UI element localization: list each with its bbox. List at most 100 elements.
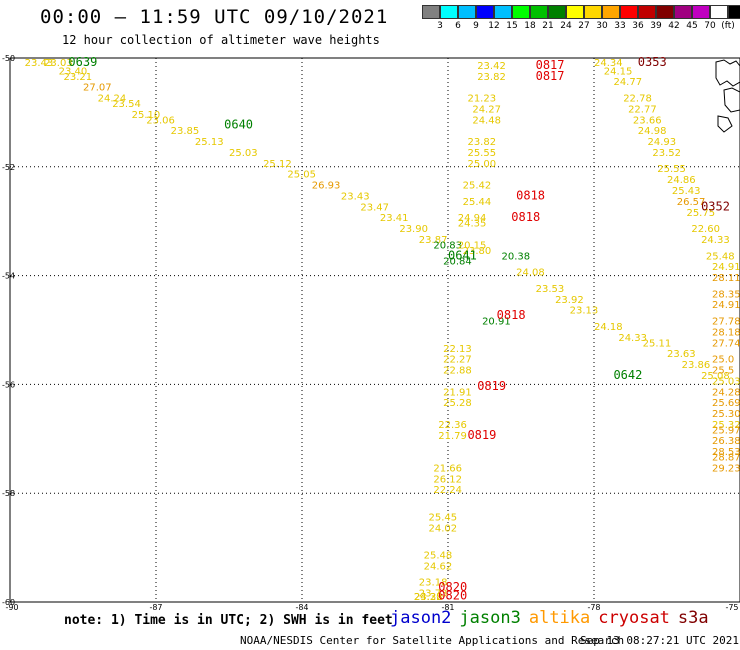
wave-height-label: 21.79 [438, 431, 467, 442]
wave-height-label: 20.84 [443, 257, 472, 268]
wave-height-label: 23.66 [633, 115, 662, 126]
pass-time-label: 0819 [467, 428, 496, 442]
colorbar-label: 24 [560, 21, 572, 31]
colorbar-swatch [494, 5, 512, 19]
pass-time-label: 0817 [536, 58, 565, 72]
wave-height-label: 26.38 [712, 436, 740, 447]
pass-time-label: 0640 [224, 118, 253, 132]
wave-height-label: 25.44 [463, 197, 492, 208]
wave-height-label: 23.86 [682, 360, 711, 371]
wave-height-label: 25.97 [712, 425, 740, 436]
wave-height-label: 24.94 [458, 213, 487, 224]
wave-height-label: 20.38 [502, 251, 531, 262]
pass-time-label: 0818 [516, 188, 545, 202]
wave-height-label: 23.80 [463, 246, 492, 257]
wave-height-label: 23.54 [112, 99, 141, 110]
wave-height-label: 24.91 [712, 300, 740, 311]
wave-height-label: 24.34 [594, 58, 623, 69]
colorbar-swatch [728, 5, 740, 19]
colorbar-swatch [566, 5, 584, 19]
lat-tick-label: -52 [2, 163, 15, 172]
pass-time-label: 0817 [536, 69, 565, 83]
colorbar-label: 39 [650, 21, 662, 31]
colorbar-label: 70 [704, 21, 716, 31]
colorbar-label: 33 [614, 21, 626, 31]
wave-height-label: 23.06 [146, 115, 175, 126]
colorbar-swatch [602, 5, 620, 19]
colorbar-label: 6 [455, 21, 461, 31]
colorbar-label: (ft) [721, 21, 735, 31]
lat-tick-label: -58 [2, 489, 15, 498]
wave-height-map: 23.4323.0323.4023.2127.0724.2423.5425.10… [2, 54, 740, 610]
wave-height-label: 24.86 [667, 175, 696, 186]
wave-height-label: 23.52 [652, 148, 681, 159]
wave-height-label: 23.53 [536, 284, 565, 295]
wave-height-label: 23.82 [467, 137, 496, 148]
pass-time-label: 0818 [497, 308, 526, 322]
mission-legend-s3a: s3a [677, 608, 709, 628]
wave-height-label: 25.00 [467, 159, 496, 170]
wave-height-label: 28.35 [712, 289, 740, 300]
colorbar-label: 18 [524, 21, 536, 31]
wave-height-label: 26.57 [677, 197, 706, 208]
wave-height-label: 21.23 [467, 94, 496, 105]
footer-credit: NOAA/NESDIS Center for Satellite Applica… [240, 634, 625, 647]
colorbar-swatch [458, 5, 476, 19]
wave-height-label: 23.92 [555, 295, 584, 306]
wave-height-label: 23.03 [44, 58, 73, 69]
colorbar-label: 27 [578, 21, 590, 31]
wave-height-label: 22.27 [443, 355, 472, 366]
wave-height-label: 27.07 [83, 83, 112, 94]
wave-height-label: 23.43 [25, 58, 54, 69]
wave-height-label: 24.93 [648, 137, 677, 148]
wave-height-label: 24.77 [613, 77, 642, 88]
wave-height-label: 22.60 [691, 224, 720, 235]
map-grid [10, 58, 740, 602]
colorbar-label: 36 [632, 21, 644, 31]
colorbar-label: 3 [437, 21, 443, 31]
wave-height-label: 20.15 [458, 240, 487, 251]
colorbar-label: 42 [668, 21, 680, 31]
wave-height-label: 25.48 [424, 550, 453, 561]
wave-height-label: 26.12 [433, 474, 462, 485]
wave-height-label: 22.78 [623, 94, 652, 105]
wave-height-label: 24.18 [594, 322, 623, 333]
wave-height-label: 25.13 [195, 137, 224, 148]
wave-height-label: 27.74 [712, 338, 740, 349]
mission-legend: jason2 jason3 altika cryosat s3a [390, 608, 717, 628]
lon-tick-label: -90 [5, 603, 18, 610]
wave-height-label: 24.28 [414, 592, 443, 603]
wave-height-label: 23.32 [414, 592, 443, 603]
wave-height-label: 25.11 [643, 338, 672, 349]
wave-height-label: 24.28 [712, 387, 740, 398]
colorbar-swatch [512, 5, 530, 19]
wave-height-label: 24.15 [604, 66, 633, 77]
colorbar-swatch [620, 5, 638, 19]
pass-time-label: 0818 [511, 210, 540, 224]
wave-height-label: 28.18 [712, 327, 740, 338]
wave-height-label: 22.77 [628, 104, 657, 115]
wave-height-label: 22.24 [433, 485, 462, 496]
wave-height-label: 25.08 [701, 371, 730, 382]
wave-height-label: 23.47 [360, 202, 389, 213]
colorbar-swatch [674, 5, 692, 19]
wave-height-label: 29.23 [712, 463, 740, 474]
colorbar-swatch [548, 5, 566, 19]
colorbar-swatch [440, 5, 458, 19]
lat-tick-label: -50 [2, 54, 15, 63]
mission-legend-altika: altika [528, 608, 591, 628]
wave-height-label: 25.03 [712, 376, 740, 387]
colorbar-swatch [422, 5, 440, 19]
wave-height-label: 24.33 [701, 235, 730, 246]
wave-height-label: 23.18 [419, 578, 448, 589]
wave-height-label: 24.02 [429, 523, 458, 534]
page-title: 00:00 — 11:59 UTC 09/10/2021 [40, 6, 389, 28]
pass-time-label: 0639 [68, 55, 97, 69]
colorbar-label: 15 [506, 21, 518, 31]
mission-legend-cryosat: cryosat [598, 608, 670, 628]
lon-tick-label: -87 [149, 603, 162, 610]
wave-height-labels: 23.4323.0323.4023.2127.0724.2423.5425.10… [25, 58, 740, 603]
pass-time-label: 0820 [438, 588, 467, 602]
wave-height-label: 23.43 [341, 191, 370, 202]
pass-time-label: 0820 [438, 580, 467, 594]
